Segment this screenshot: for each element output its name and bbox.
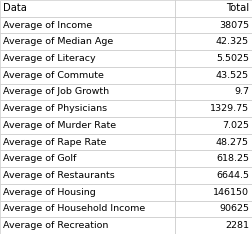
Text: Average of Housing: Average of Housing <box>3 188 96 197</box>
Bar <box>175 17 252 33</box>
Bar <box>0 84 175 100</box>
Text: 42.325: 42.325 <box>216 37 249 46</box>
Bar <box>0 67 175 84</box>
Bar <box>0 100 175 117</box>
Bar <box>175 184 252 201</box>
Bar <box>0 17 175 33</box>
Bar <box>175 67 252 84</box>
Text: 43.525: 43.525 <box>216 71 249 80</box>
Bar <box>0 184 175 201</box>
Text: 146150: 146150 <box>213 188 249 197</box>
Bar <box>0 150 175 167</box>
Text: Average of Income: Average of Income <box>3 21 92 29</box>
Bar <box>175 84 252 100</box>
Bar <box>175 50 252 67</box>
Bar <box>0 117 175 134</box>
Bar <box>175 117 252 134</box>
Bar <box>175 134 252 150</box>
Text: 1329.75: 1329.75 <box>210 104 249 113</box>
Text: 2281: 2281 <box>225 221 249 230</box>
Bar <box>175 217 252 234</box>
Text: Average of Commute: Average of Commute <box>3 71 104 80</box>
Text: 618.25: 618.25 <box>216 154 249 163</box>
Bar <box>0 167 175 184</box>
Text: Average of Job Growth: Average of Job Growth <box>3 88 109 96</box>
Bar <box>175 0 252 17</box>
Text: Average of Household Income: Average of Household Income <box>3 205 145 213</box>
Text: 38075: 38075 <box>219 21 249 29</box>
Text: Average of Physicians: Average of Physicians <box>3 104 107 113</box>
Text: Data: Data <box>3 3 27 13</box>
Bar <box>0 33 175 50</box>
Bar <box>175 150 252 167</box>
Text: Average of Murder Rate: Average of Murder Rate <box>3 121 116 130</box>
Bar <box>175 33 252 50</box>
Bar <box>0 201 175 217</box>
Text: 48.275: 48.275 <box>216 138 249 146</box>
Text: 90625: 90625 <box>219 205 249 213</box>
Bar <box>0 0 175 17</box>
Text: Average of Restaurants: Average of Restaurants <box>3 171 115 180</box>
Bar <box>0 50 175 67</box>
Text: Average of Median Age: Average of Median Age <box>3 37 113 46</box>
Text: Average of Literacy: Average of Literacy <box>3 54 96 63</box>
Bar <box>175 167 252 184</box>
Text: Total: Total <box>226 3 249 13</box>
Text: Average of Recreation: Average of Recreation <box>3 221 108 230</box>
Text: Average of Rape Rate: Average of Rape Rate <box>3 138 106 146</box>
Text: Average of Golf: Average of Golf <box>3 154 76 163</box>
Text: 5.5025: 5.5025 <box>216 54 249 63</box>
Bar <box>0 217 175 234</box>
Text: 9.7: 9.7 <box>234 88 249 96</box>
Text: 6644.5: 6644.5 <box>216 171 249 180</box>
Bar <box>0 134 175 150</box>
Text: 7.025: 7.025 <box>222 121 249 130</box>
Bar <box>175 100 252 117</box>
Bar <box>175 201 252 217</box>
